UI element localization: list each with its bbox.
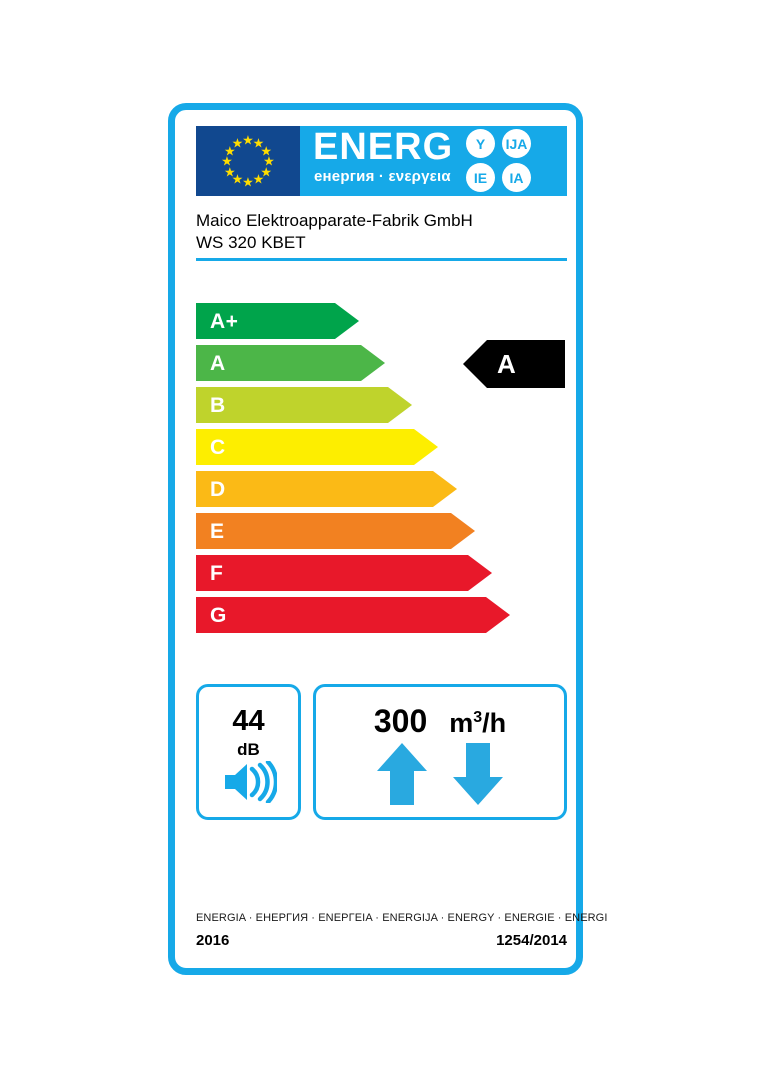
- rating-class-letter: A: [497, 349, 516, 379]
- energy-class-letter: F: [210, 561, 224, 585]
- eu-star-icon: ★: [242, 132, 254, 148]
- energy-class-letter: C: [210, 435, 226, 459]
- eu-star-icon: ★: [221, 153, 233, 169]
- metric-panels: 44 dB 300 m3/h: [196, 684, 567, 820]
- energy-class-bar: F: [196, 555, 492, 591]
- energy-class-bar-body: B: [196, 387, 388, 423]
- energy-class-bar-body: A+: [196, 303, 335, 339]
- airflow-unit-base: m: [449, 708, 474, 738]
- energy-class-bar: D: [196, 471, 457, 507]
- eu-flag-icon: ★ ★ ★ ★ ★ ★ ★ ★ ★ ★ ★ ★: [196, 126, 300, 196]
- energy-class-bar-body: G: [196, 597, 486, 633]
- energy-class-letter: A+: [210, 309, 239, 333]
- noise-unit: dB: [237, 740, 260, 759]
- energy-class-bar-tip: [486, 597, 510, 633]
- energy-class-letter: B: [210, 393, 226, 417]
- energy-class-bar: C: [196, 429, 438, 465]
- noise-value: 44: [232, 705, 265, 737]
- energy-class-letter: G: [210, 603, 227, 627]
- energ-wordmark: ENERG: [313, 126, 454, 168]
- eu-star-icon: ★: [260, 143, 272, 158]
- energy-class-bar: B: [196, 387, 412, 423]
- airflow-panel: 300 m3/h: [313, 684, 567, 820]
- language-badge: IJA: [502, 129, 531, 158]
- eu-star-icon: ★: [231, 135, 244, 151]
- energy-class-row: F: [196, 555, 576, 591]
- eu-star-icon: ★: [252, 135, 265, 151]
- eu-star-icon: ★: [263, 153, 275, 169]
- energy-class-row: C: [196, 429, 576, 465]
- energy-class-bar-tip: [451, 513, 475, 549]
- energy-class-bar-body: A: [196, 345, 361, 381]
- footer-row: 2016 1254/2014: [196, 932, 567, 949]
- airflow-unit: m3/h: [449, 710, 506, 737]
- energy-class-bar-tip: [414, 429, 438, 465]
- footer-year: 2016: [196, 932, 230, 949]
- energy-class-bar-tip: [468, 555, 492, 591]
- supplier-block: Maico Elektroapparate-Fabrik GmbH WS 320…: [196, 210, 567, 254]
- label-header: ★ ★ ★ ★ ★ ★ ★ ★ ★ ★ ★ ★ ENERG енергия · ενεργεια Y …: [196, 126, 567, 196]
- eu-star-icon: ★: [242, 174, 254, 190]
- energy-class-bar-tip: [388, 387, 412, 423]
- rating-arrow-body: A: [487, 340, 565, 388]
- energy-class-scale: A+ A B C D E F G: [196, 303, 576, 639]
- speaker-icon: [199, 761, 298, 803]
- energy-class-bar-tip: [335, 303, 359, 339]
- eu-star-icon: ★: [231, 171, 244, 187]
- energy-class-bar: G: [196, 597, 510, 633]
- eu-star-icon: ★: [223, 143, 236, 158]
- energy-class-letter: A: [210, 351, 226, 375]
- airflow-unit-rest: /h: [482, 708, 507, 738]
- energ-wordmark-block: ENERG енергия · ενεργεια Y IJA IE IA: [300, 126, 567, 196]
- language-badge: IE: [466, 163, 495, 192]
- energy-class-bar-body: E: [196, 513, 451, 549]
- airflow-value: 300: [373, 703, 428, 739]
- energy-class-row: G: [196, 597, 576, 633]
- energy-class-row: A: [196, 345, 576, 381]
- rating-arrow: A: [463, 340, 565, 388]
- supplier-model: WS 320 KBET: [196, 233, 306, 252]
- energy-class-bar-tip: [361, 345, 385, 381]
- eu-star-icon: ★: [252, 171, 265, 187]
- rating-arrow-tip: [463, 340, 487, 388]
- energy-class-row: B: [196, 387, 576, 423]
- eu-star-icon: ★: [223, 164, 236, 179]
- energ-subtitle: енергия · ενεργεια: [314, 168, 451, 185]
- supplier-divider: [196, 258, 567, 261]
- airflow-unit-exponent: 3: [473, 709, 483, 726]
- energy-class-bar-body: C: [196, 429, 414, 465]
- energy-class-bar: A: [196, 345, 385, 381]
- noise-panel: 44 dB: [196, 684, 301, 820]
- supplier-name: Maico Elektroapparate-Fabrik GmbH: [196, 211, 473, 230]
- energy-class-bar-body: F: [196, 555, 468, 591]
- energy-class-bar-body: D: [196, 471, 433, 507]
- energy-class-bar: A+: [196, 303, 359, 339]
- footer-regulation: 1254/2014: [496, 932, 567, 949]
- energy-class-row: D: [196, 471, 576, 507]
- language-badge: Y: [466, 129, 495, 158]
- airflow-arrows: [316, 741, 564, 807]
- energy-class-letter: D: [210, 477, 226, 501]
- energy-class-bar-tip: [433, 471, 457, 507]
- footer-languages: ENERGIA · ЕНЕРГИЯ · ΕΝΕΡΓΕΙΑ · ENERGIJA …: [196, 912, 608, 924]
- eu-star-icon: ★: [260, 164, 272, 179]
- arrow-up-icon: [377, 743, 427, 805]
- energy-class-row: E: [196, 513, 576, 549]
- energy-class-bar: E: [196, 513, 475, 549]
- arrow-down-icon: [453, 743, 503, 805]
- airflow-readout: 300 m3/h: [316, 705, 564, 737]
- language-badges: Y IJA IE IA: [466, 129, 562, 193]
- energy-class-letter: E: [210, 519, 225, 543]
- language-badge: IA: [502, 163, 531, 192]
- energy-class-row: A+: [196, 303, 576, 339]
